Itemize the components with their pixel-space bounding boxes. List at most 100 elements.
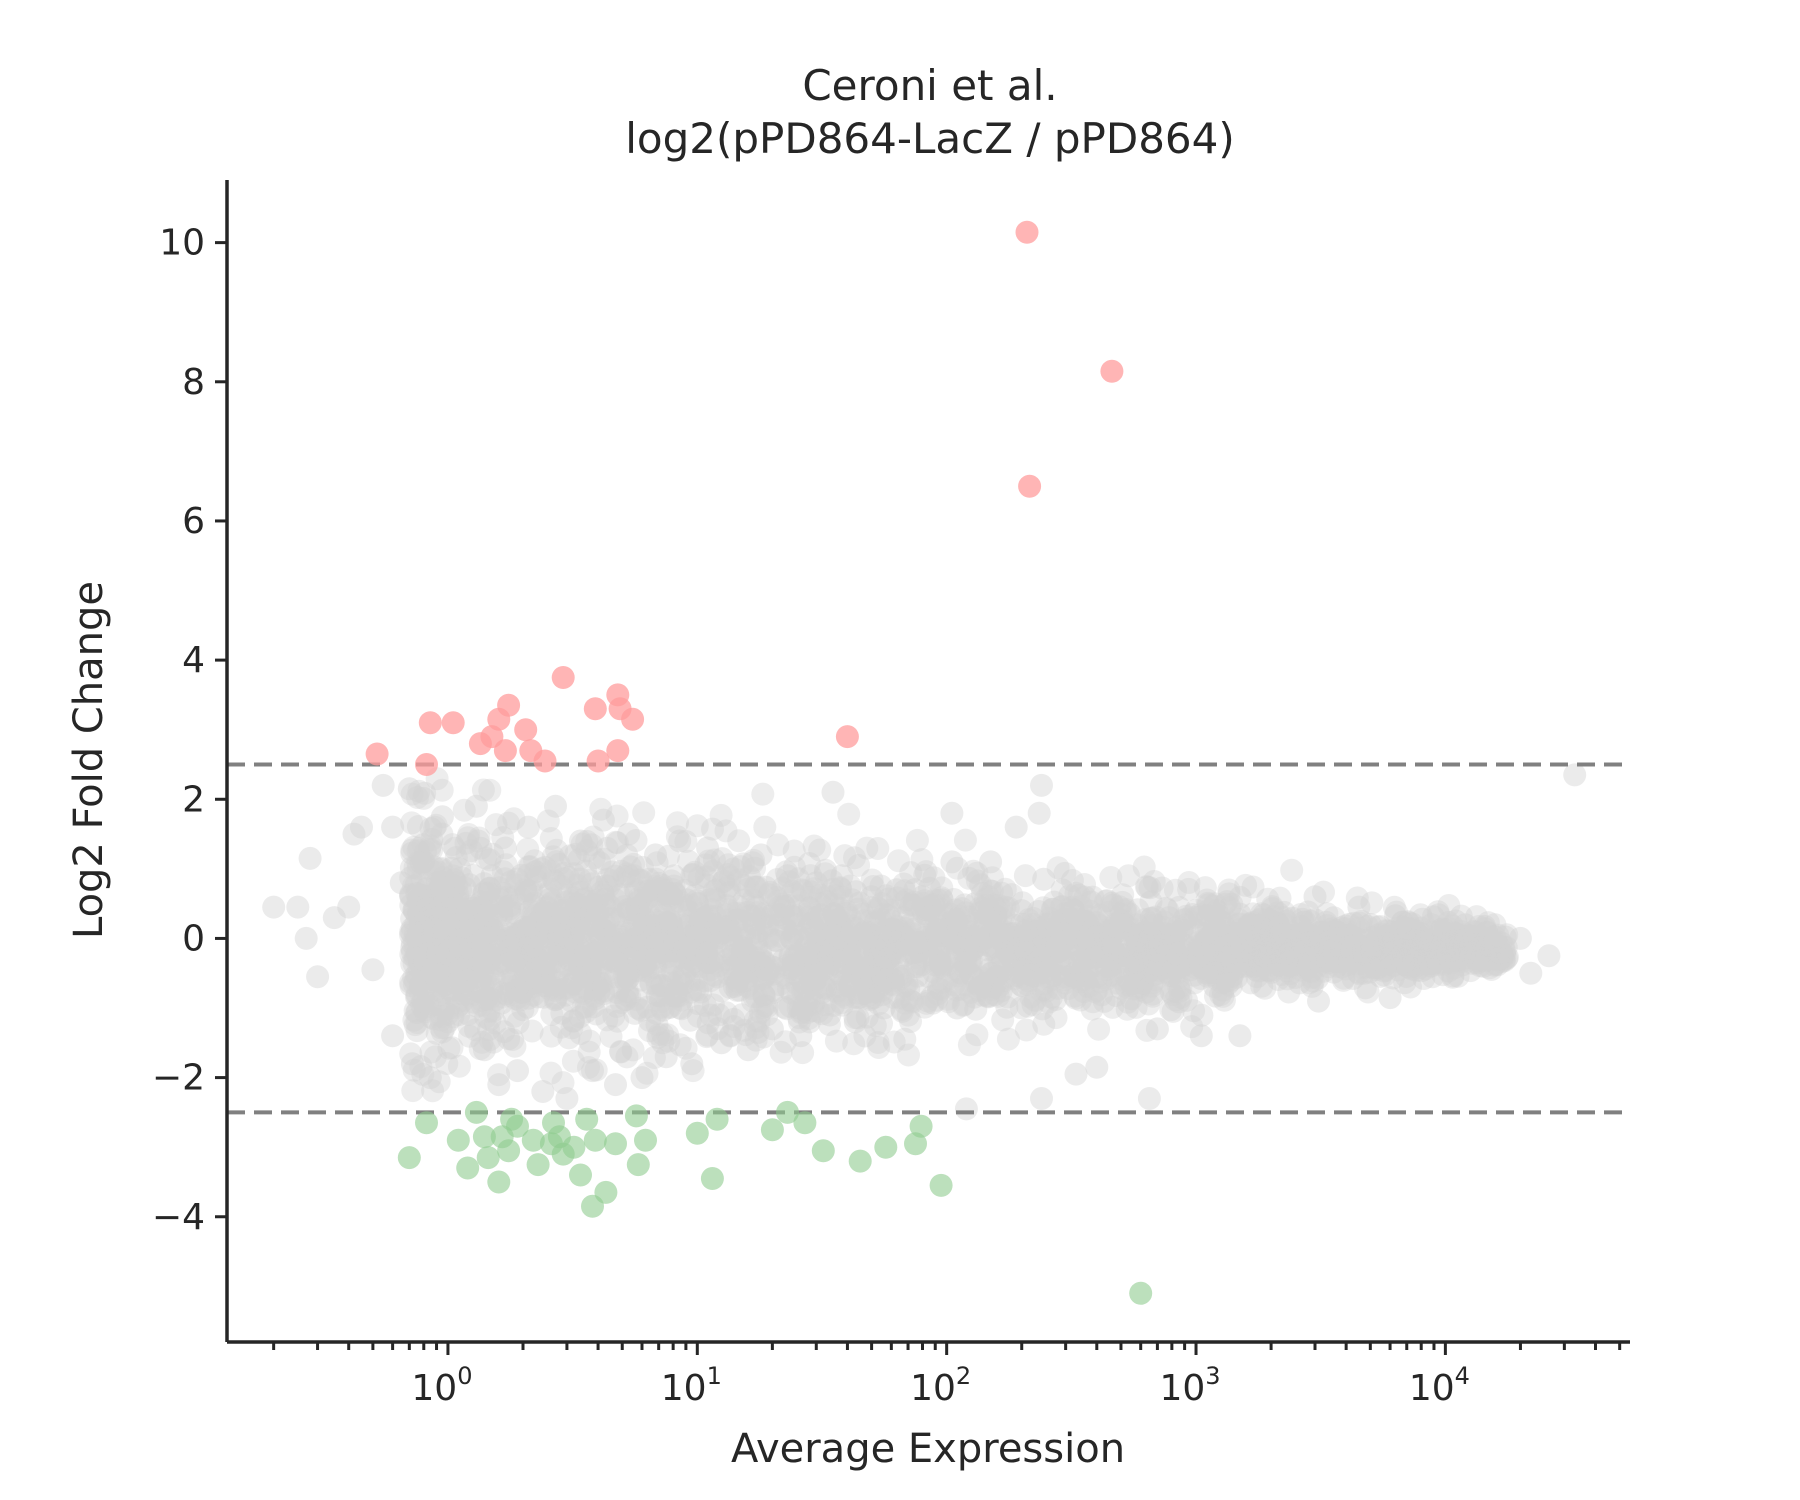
ns-point: [978, 957, 1002, 981]
ns-point: [1160, 958, 1184, 982]
ns-point: [982, 975, 1006, 999]
ns-point: [686, 1004, 710, 1028]
ns-point: [1426, 940, 1450, 964]
ns-point: [509, 887, 533, 911]
ns-point: [400, 1052, 424, 1076]
ns-point: [403, 931, 427, 955]
downregulated-point: [705, 1107, 729, 1131]
ns-point: [894, 888, 918, 912]
ns-point: [1461, 928, 1485, 952]
ns-point: [1013, 864, 1037, 888]
ns-point: [642, 943, 666, 967]
ns-point: [567, 906, 591, 929]
ns-point: [1094, 927, 1118, 951]
ns-point: [822, 934, 846, 958]
ns-point: [826, 908, 850, 931]
ns-point: [1444, 943, 1468, 967]
ns-point: [885, 886, 909, 910]
ns-point: [535, 945, 559, 969]
ns-point: [422, 860, 446, 884]
ns-point: [1445, 929, 1469, 953]
ns-point: [1029, 979, 1053, 1003]
ns-point: [1020, 923, 1044, 947]
ns-point: [673, 893, 697, 917]
ns-point: [718, 975, 742, 999]
ns-point: [991, 1008, 1015, 1032]
ns-point: [957, 1033, 981, 1057]
ns-point: [786, 996, 810, 1020]
ns-point: [1099, 963, 1123, 987]
ns-point: [1152, 916, 1176, 940]
ns-point: [543, 869, 567, 893]
ns-point: [512, 933, 536, 957]
ns-point: [1387, 937, 1411, 961]
ns-point: [611, 949, 635, 972]
ns-point: [1085, 978, 1109, 1002]
ns-point: [715, 917, 739, 941]
ns-point: [456, 826, 480, 850]
ns-point: [606, 938, 630, 962]
ns-point: [544, 906, 568, 930]
ns-point: [1062, 926, 1086, 950]
ns-point: [967, 901, 991, 925]
ns-point: [405, 1000, 429, 1024]
ns-point: [1244, 958, 1268, 982]
ns-point: [1123, 933, 1146, 957]
ns-point: [1471, 932, 1495, 956]
ns-point: [1025, 963, 1049, 987]
ns-point: [490, 903, 514, 927]
ns-point: [1431, 938, 1454, 962]
ns-point: [464, 794, 488, 818]
ns-point: [1114, 965, 1137, 988]
ns-point: [500, 934, 524, 958]
ns-point: [784, 904, 808, 928]
downregulated-point: [526, 1153, 550, 1177]
ns-point: [582, 950, 606, 974]
ns-point: [1262, 905, 1286, 929]
ns-point: [801, 973, 825, 997]
ns-point: [694, 948, 718, 972]
ns-point: [641, 948, 664, 972]
ns-point: [926, 918, 950, 942]
ns-point: [583, 984, 607, 1008]
ns-point: [518, 880, 542, 903]
ns-point: [457, 964, 481, 987]
ns-point: [474, 987, 498, 1011]
ns-point: [883, 960, 907, 984]
downregulated-point: [624, 1104, 648, 1128]
ns-point: [421, 922, 445, 946]
ns-point: [665, 825, 689, 849]
ns-point: [1062, 898, 1086, 922]
ns-point: [716, 853, 740, 877]
ns-point: [1266, 968, 1290, 991]
ns-point: [421, 1079, 445, 1103]
ns-point: [1409, 926, 1433, 950]
ns-point: [817, 954, 841, 978]
ns-point: [561, 1009, 585, 1033]
ns-point: [1364, 934, 1388, 958]
ns-point: [1489, 943, 1513, 967]
ns-point: [410, 960, 434, 984]
ns-point: [412, 850, 436, 874]
ns-point: [1122, 958, 1146, 982]
ns-point: [1030, 923, 1054, 947]
ns-point: [402, 835, 426, 859]
ns-point: [955, 905, 979, 929]
ns-point: [413, 781, 437, 805]
ns-point: [666, 981, 690, 1005]
ns-point: [1077, 924, 1101, 948]
ns-point: [1493, 925, 1517, 949]
ns-point: [1142, 870, 1166, 893]
upregulated-point: [365, 742, 389, 766]
ns-point: [1420, 913, 1443, 937]
ns-point: [654, 919, 678, 942]
ns-point: [1340, 933, 1364, 957]
ns-point: [1405, 958, 1429, 982]
ns-point: [1072, 967, 1096, 990]
ns-point: [556, 883, 580, 907]
ns-point: [833, 945, 857, 969]
ns-point: [760, 1017, 784, 1041]
ns-point: [1171, 919, 1194, 943]
ns-point: [1400, 912, 1424, 936]
